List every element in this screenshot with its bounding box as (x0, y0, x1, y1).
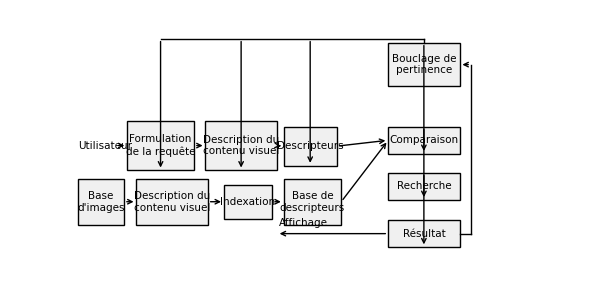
Text: Résultat: Résultat (403, 229, 446, 239)
FancyBboxPatch shape (388, 220, 460, 247)
Text: Formulation
de la requête: Formulation de la requête (126, 134, 195, 157)
Text: Comparaison: Comparaison (389, 135, 459, 145)
Text: Description du
contenu visuel: Description du contenu visuel (134, 191, 210, 212)
FancyBboxPatch shape (78, 179, 124, 225)
Text: Bouclage de
pertinence: Bouclage de pertinence (391, 54, 456, 76)
FancyBboxPatch shape (224, 185, 272, 219)
Text: Utilisateur: Utilisateur (78, 141, 132, 150)
Text: Base de
descripteurs: Base de descripteurs (280, 191, 345, 212)
FancyBboxPatch shape (388, 127, 460, 154)
Text: Base
d'images: Base d'images (77, 191, 125, 212)
FancyBboxPatch shape (127, 121, 194, 170)
Text: Recherche: Recherche (397, 181, 451, 191)
FancyBboxPatch shape (206, 121, 277, 170)
FancyBboxPatch shape (388, 43, 460, 87)
Text: Description du
contenu visuel: Description du contenu visuel (203, 135, 279, 156)
FancyBboxPatch shape (284, 179, 341, 225)
Text: Indexation: Indexation (220, 197, 276, 207)
FancyBboxPatch shape (137, 179, 208, 225)
FancyBboxPatch shape (284, 127, 337, 166)
Text: Descripteurs: Descripteurs (277, 141, 343, 151)
Text: Affichage: Affichage (279, 218, 328, 228)
FancyBboxPatch shape (388, 173, 460, 200)
